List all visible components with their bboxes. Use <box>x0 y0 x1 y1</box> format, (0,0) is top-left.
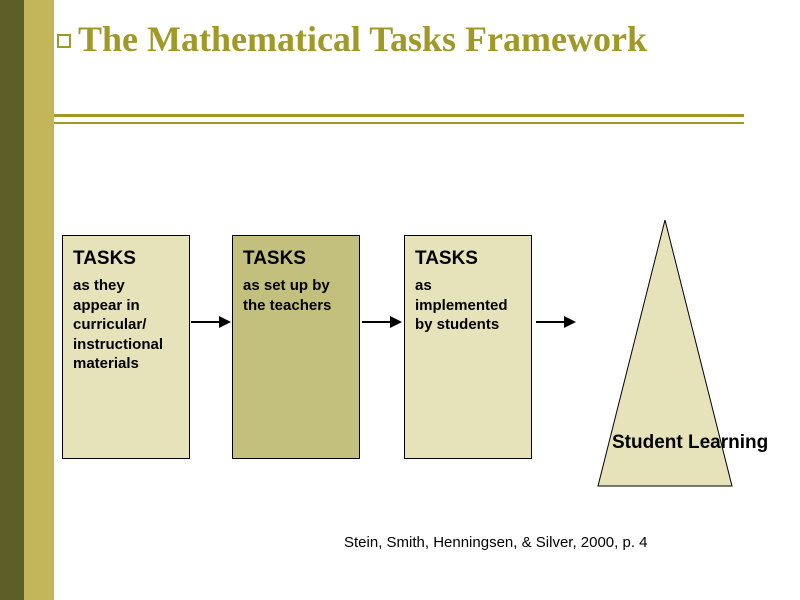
arrow-icon <box>362 315 402 329</box>
box-title: TASKS <box>415 248 521 270</box>
flow-box-curricular: TASKS as they appear in curricular/ inst… <box>62 235 190 459</box>
title-bullet-icon <box>57 34 71 48</box>
flow-box-implemented: TASKS as implemented by students <box>404 235 532 459</box>
box-desc: as implemented by students <box>415 276 521 335</box>
arrow-icon <box>536 315 576 329</box>
arrow-icon <box>191 315 231 329</box>
box-title: TASKS <box>243 248 349 270</box>
flow-box-setup: TASKS as set up by the teachers <box>232 235 360 459</box>
sidebar-dark-stripe <box>0 0 24 600</box>
title-underline-thin <box>54 122 744 124</box>
box-desc: as they appear in curricular/ instructio… <box>73 276 179 374</box>
sidebar-light-stripe <box>24 0 54 600</box>
title-underline-thick <box>54 114 744 117</box>
triangle-label: Student Learning <box>612 432 768 455</box>
box-desc: as set up by the teachers <box>243 276 349 315</box>
citation-text: Stein, Smith, Henningsen, & Silver, 2000… <box>344 534 648 551</box>
slide-title: The Mathematical Tasks Framework <box>78 18 647 61</box>
box-title: TASKS <box>73 248 179 270</box>
